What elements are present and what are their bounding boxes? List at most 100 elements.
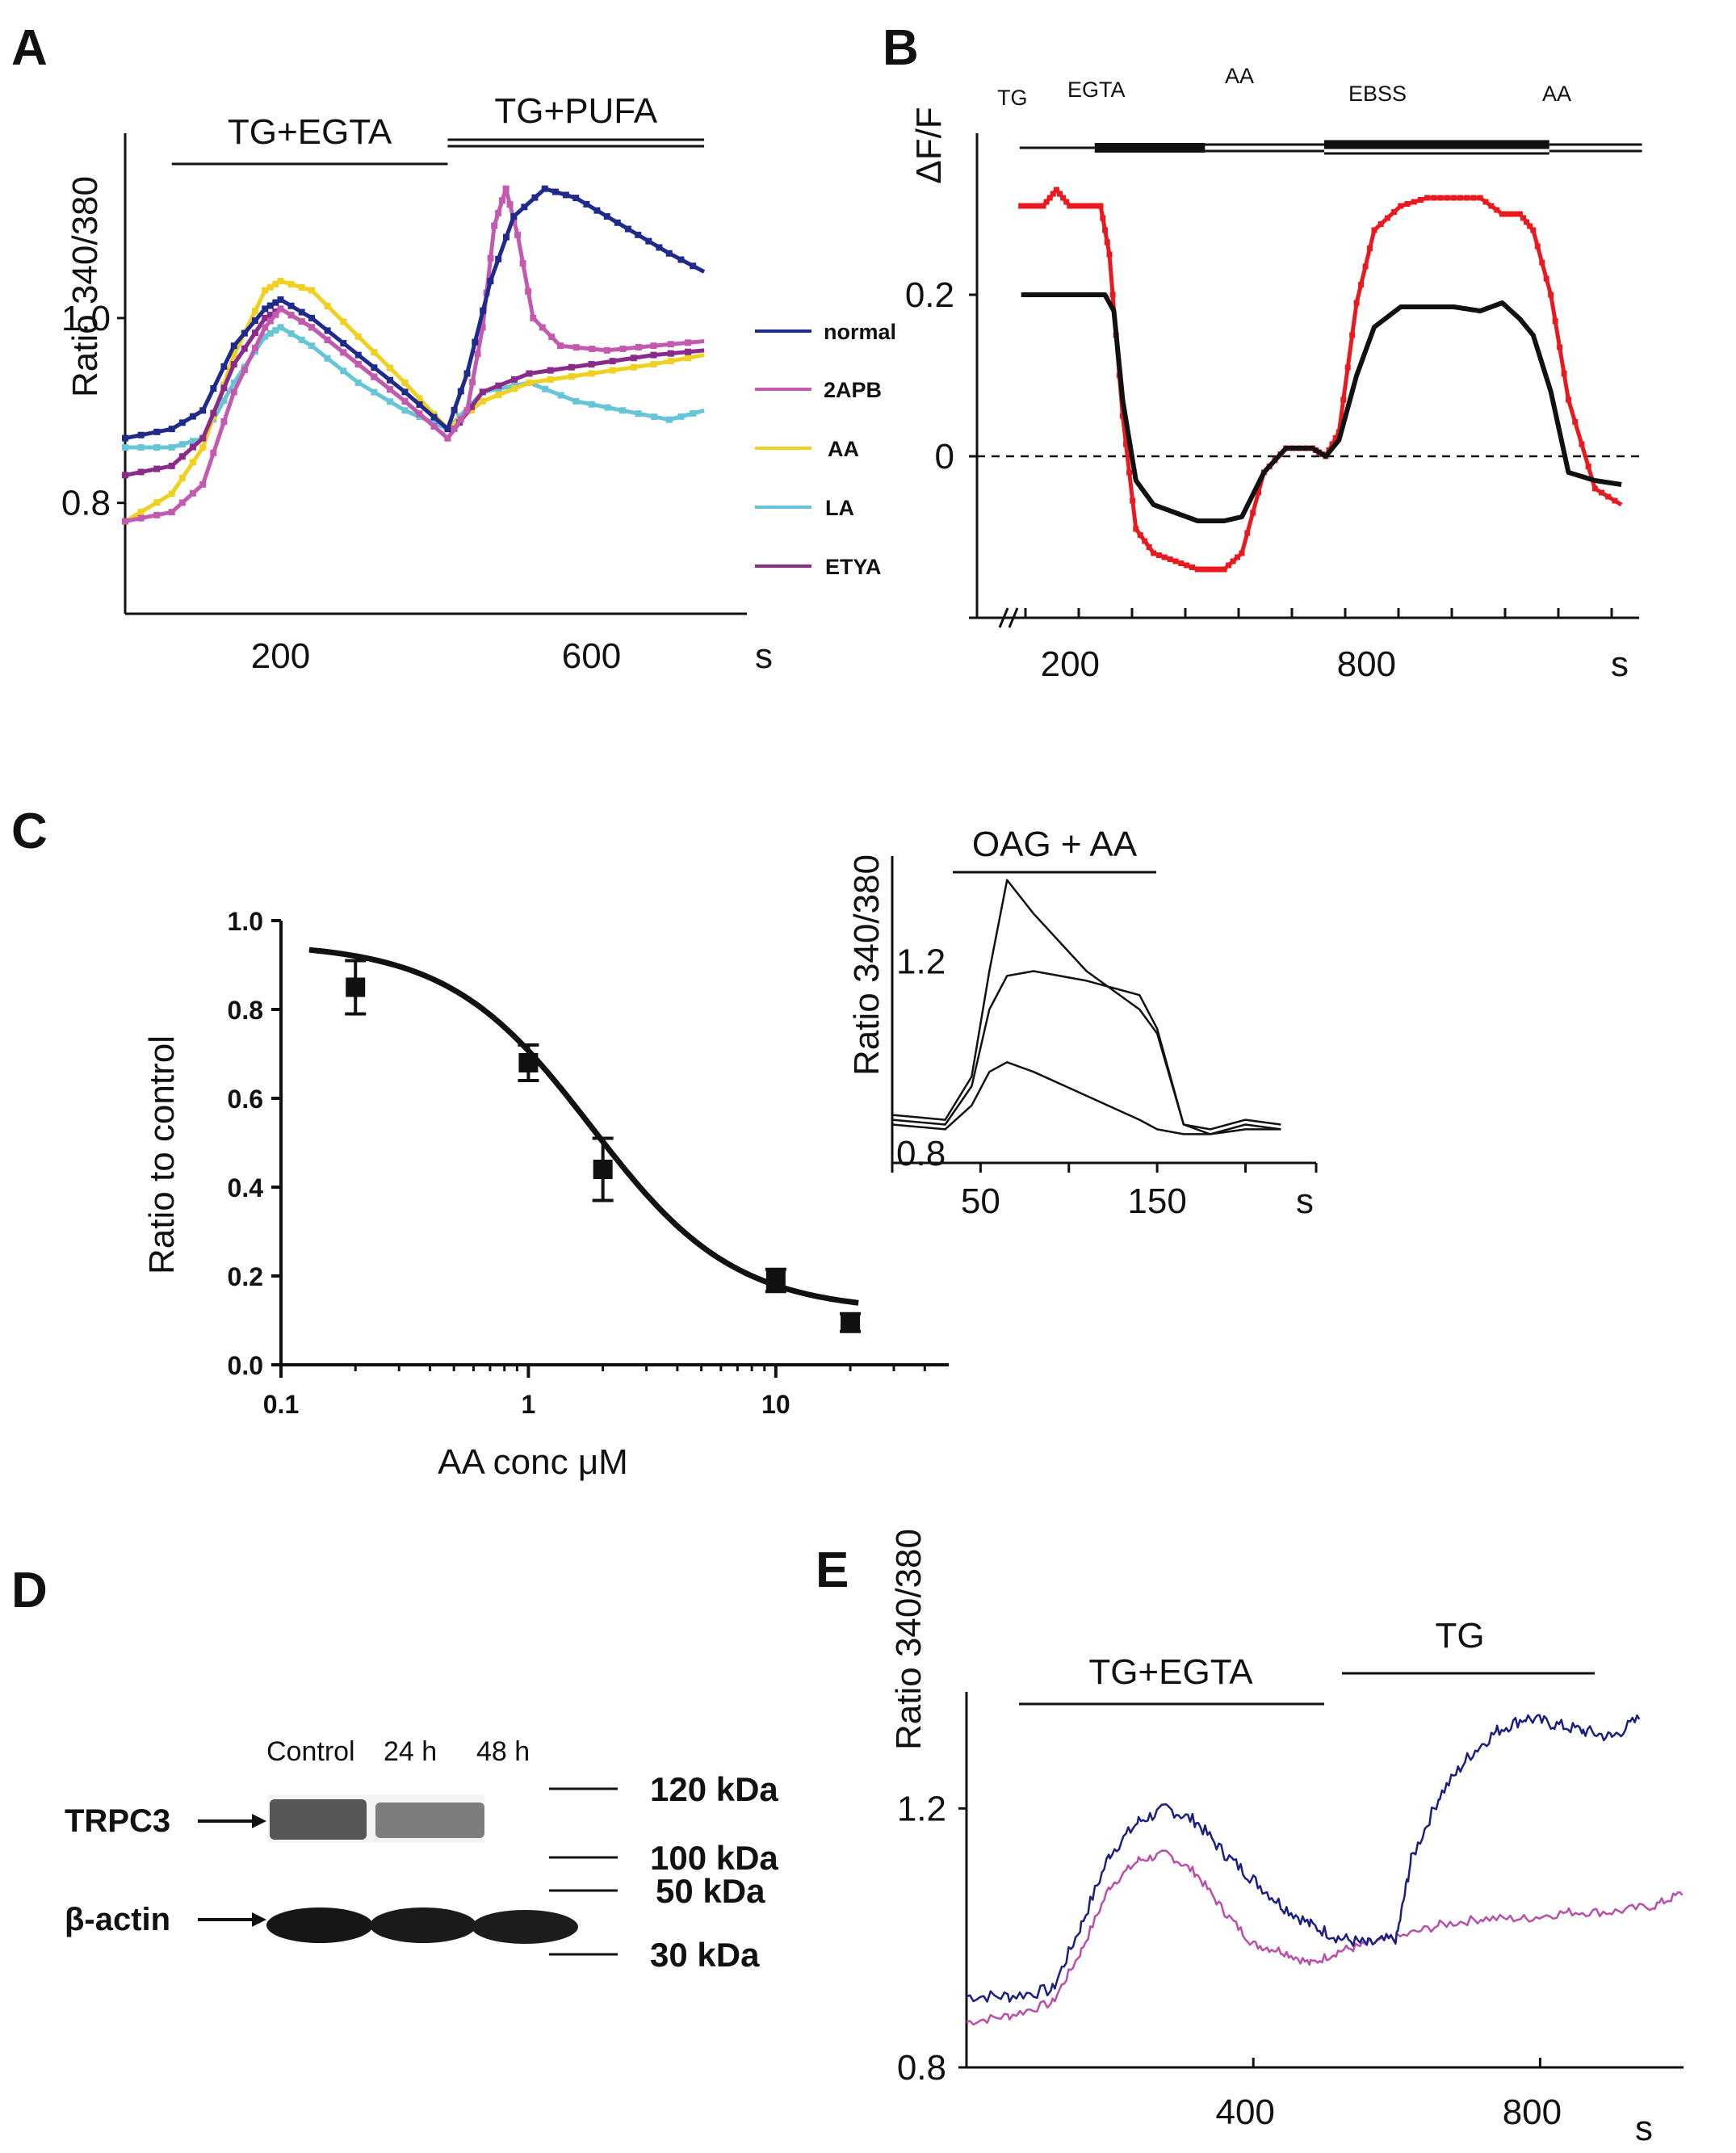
panel-a-series-normal-point [656, 244, 663, 251]
panel-b-series-red-point [1404, 201, 1411, 207]
panel-b-series-red-point [1212, 566, 1218, 573]
panel-a-series-normal-point [189, 413, 196, 420]
panel-a-series-etya-point [511, 376, 518, 383]
panel-c-data-point [765, 1270, 786, 1291]
panel-a-series-2apb-point [548, 334, 556, 341]
panel-a-series-normal-point [487, 278, 494, 285]
panel-b-series-red-point [1591, 485, 1598, 492]
panel-b-series-red-point [1417, 197, 1424, 203]
panel-a-series-normal-point [510, 212, 518, 220]
panel-a-series-2apb-point [401, 397, 409, 405]
panel-e-plot: 400 800 0.8 1.2 s Ratio 340/380 TG+EGTA TG [889, 1529, 1684, 2148]
panel-a-series-la-point [137, 444, 145, 451]
panel-a-xtick-label: 200 [251, 636, 310, 676]
legend-item-etya: ETYA [755, 555, 882, 579]
panel-b-series-red-point [1084, 203, 1091, 209]
panel-a-series-normal-point [354, 351, 362, 359]
panel-a-series-2apb-point [650, 342, 657, 350]
panel-c-inset-ylabel: Ratio 340/380 [847, 854, 887, 1076]
lane-label-control: Control [266, 1736, 355, 1767]
panel-a-series-la-point [619, 407, 626, 414]
panel-a-series-normal-point [298, 308, 305, 316]
blot-trpc3 [268, 1794, 484, 1843]
panel-b-ytick-label: 0.2 [905, 275, 954, 315]
panel-a-series-aa-point [630, 363, 637, 371]
panel-b-series-red-point [1208, 566, 1214, 573]
panel-a-series-2apb-point [514, 231, 522, 238]
panel-a-series-normal-point [241, 329, 248, 337]
panel-a-series-2apb-point [371, 373, 378, 380]
panel-c-data-point [593, 1160, 613, 1179]
panel-a-series-aa-point [153, 499, 161, 506]
panel-a-series-la-point [651, 413, 658, 421]
panel-b-series-red-point [1018, 203, 1025, 209]
panel-a-series-2apb-point [241, 367, 248, 374]
panel-b-series-red-point [1137, 532, 1143, 538]
panel-b-series-red-point [1076, 203, 1083, 209]
panel-a-series-normal-point [168, 426, 175, 433]
panel-c-inset-trace-3 [891, 1061, 1281, 1135]
panel-b-series-red-point [1534, 243, 1541, 250]
panel-a-series-aa-point [667, 358, 674, 365]
panel-b-series-red-point [1063, 199, 1070, 205]
panel-a-series-2apb-point [530, 314, 537, 321]
panel-b-series-red-point [1130, 497, 1136, 504]
panel-b-axis-break [1008, 607, 1019, 628]
panel-a-series-2apb-point [287, 312, 295, 319]
panel-b-series-red-point [1167, 556, 1173, 562]
legend-label-etya: ETYA [825, 555, 882, 579]
panel-b-series-red-point [1050, 191, 1056, 197]
panel-a-series-la-point [387, 398, 394, 405]
panel-a-series-la-point [557, 392, 564, 399]
legend-item-la: LA [755, 496, 854, 520]
panel-a-series-normal-point [262, 305, 269, 313]
panel-b-series-red-point [1411, 199, 1417, 205]
panel-a-series-etya-point [468, 403, 475, 410]
panel-b-series-red [1021, 187, 1623, 572]
marker-label-100: 100 kDa [650, 1839, 778, 1877]
panel-b-series-red-point [1043, 199, 1050, 205]
panel-b-series-red-point [1494, 207, 1500, 213]
panel-d: D Control 24 h 48 h TRPC3 β-actin 120 [11, 1563, 778, 1974]
panel-b-plot: 0 0.2 200 800 s ΔF/F TG EGTA AA EBSS AA [905, 64, 1642, 684]
panel-a-series-2apb-point [199, 481, 207, 488]
panel-a-series-aa-point [340, 318, 347, 325]
panel-a-series-normal-point [324, 327, 331, 334]
panel-a-series-aa-point [324, 302, 331, 309]
panel-a-series-normal-point [401, 388, 409, 396]
panel-a-series-2apb-point [430, 422, 438, 430]
panel-a-series-normal-point [603, 212, 610, 220]
panel-b-series-red-point [1256, 489, 1261, 496]
panel-c-xtick-label: 0.1 [263, 1390, 299, 1419]
panel-c-letter: C [11, 804, 48, 859]
panel-a-series-normal-point [480, 307, 487, 314]
panel-c-data-point [841, 1312, 861, 1333]
band-label-trpc3: TRPC3 [65, 1803, 170, 1839]
panel-a-series-normal-point [153, 428, 161, 435]
panel-b-series-red-point [1088, 203, 1095, 209]
panel-a-series-etya-point [122, 472, 128, 479]
panel-a-series-2apb-point [667, 341, 674, 348]
lane-label-48h: 48 h [476, 1736, 530, 1767]
panel-a-series-la-point [677, 413, 685, 420]
panel-b-xlabel: s [1611, 644, 1629, 684]
panel-a-ytick-label: 1.0 [61, 299, 111, 338]
panel-e: E 400 800 0.8 1.2 s Ratio 340/380 TG+EGTA TG [816, 1529, 1684, 2148]
panel-c-inset-xlabel: s [1296, 1181, 1314, 1221]
panel-c-inset-plot: 0.8 1.2 50 150 s Ratio 340/380 OAG + AA [847, 825, 1318, 1221]
panel-a-series-2apb-point [572, 344, 580, 351]
panel-e-ytick-label: 1.2 [897, 1789, 946, 1828]
legend-label-la: LA [825, 496, 854, 520]
panel-a-series-la-point [287, 330, 295, 338]
panel-a-series-2apb-point [506, 201, 514, 208]
panel-a-series-normal-point [451, 406, 458, 413]
panel-a-series-aa-point [262, 287, 269, 294]
panel-a-series-normal-point [583, 200, 590, 208]
panel-b-series-red-point [1203, 566, 1210, 573]
panel-b-treatment-label: AA [1225, 64, 1254, 88]
lane-label-24h: 24 h [384, 1736, 437, 1767]
panel-b-series-red-point [1499, 211, 1506, 217]
panel-b-series-red-point [1104, 239, 1110, 246]
panel-a-series-2apb-point [168, 509, 175, 516]
panel-c-ytick-label: 0.8 [228, 996, 263, 1025]
